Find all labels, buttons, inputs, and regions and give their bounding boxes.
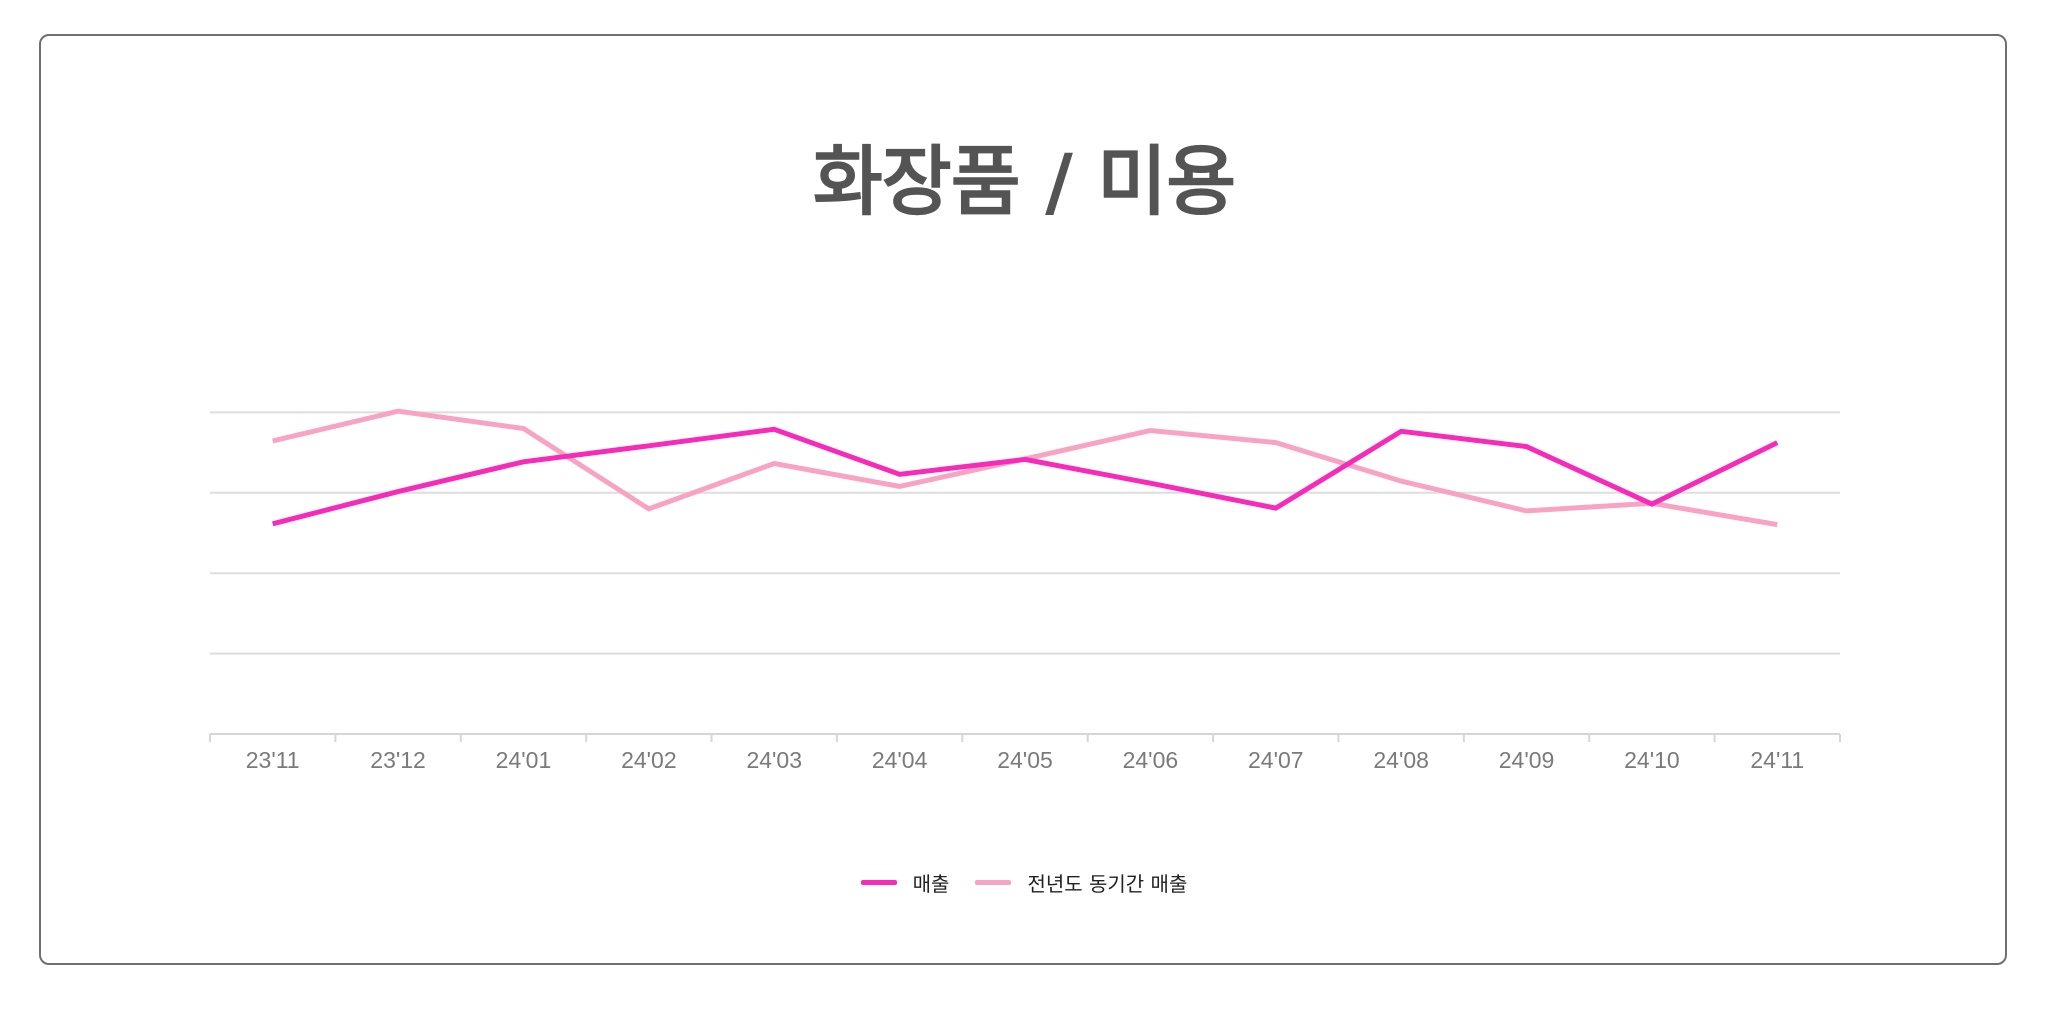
legend-swatch-sales [860, 880, 897, 885]
x-tick-label: 24'03 [746, 747, 802, 773]
legend-label-prev-year-sales: 전년도 동기간 매출 [1027, 872, 1188, 896]
legend-item-prev-year-sales[interactable]: 전년도 동기간 매출 [975, 868, 1187, 897]
x-tick-label: 24'11 [1750, 747, 1804, 773]
x-tick-label: 23'12 [370, 747, 426, 773]
chart-title: 화장품 / 미용 [812, 137, 1236, 226]
x-tick-label: 24'01 [496, 747, 552, 773]
x-tick-label: 24'07 [1248, 747, 1304, 773]
legend-label-sales: 매출 [912, 872, 950, 896]
x-tick-label: 24'10 [1624, 747, 1680, 773]
x-tick-label: 24'09 [1499, 747, 1555, 773]
x-tick-label: 23'11 [246, 747, 300, 773]
x-tick-label: 24'06 [1123, 747, 1179, 773]
legend: 매출 전년도 동기간 매출 [0, 868, 2048, 897]
x-tick-label: 24'04 [872, 747, 928, 773]
x-tick-label: 24'02 [621, 747, 677, 773]
x-tick-label: 24'08 [1373, 747, 1429, 773]
legend-item-sales[interactable]: 매출 [860, 868, 950, 897]
x-tick-label: 24'05 [997, 747, 1053, 773]
legend-swatch-prev-year-sales [975, 880, 1012, 885]
